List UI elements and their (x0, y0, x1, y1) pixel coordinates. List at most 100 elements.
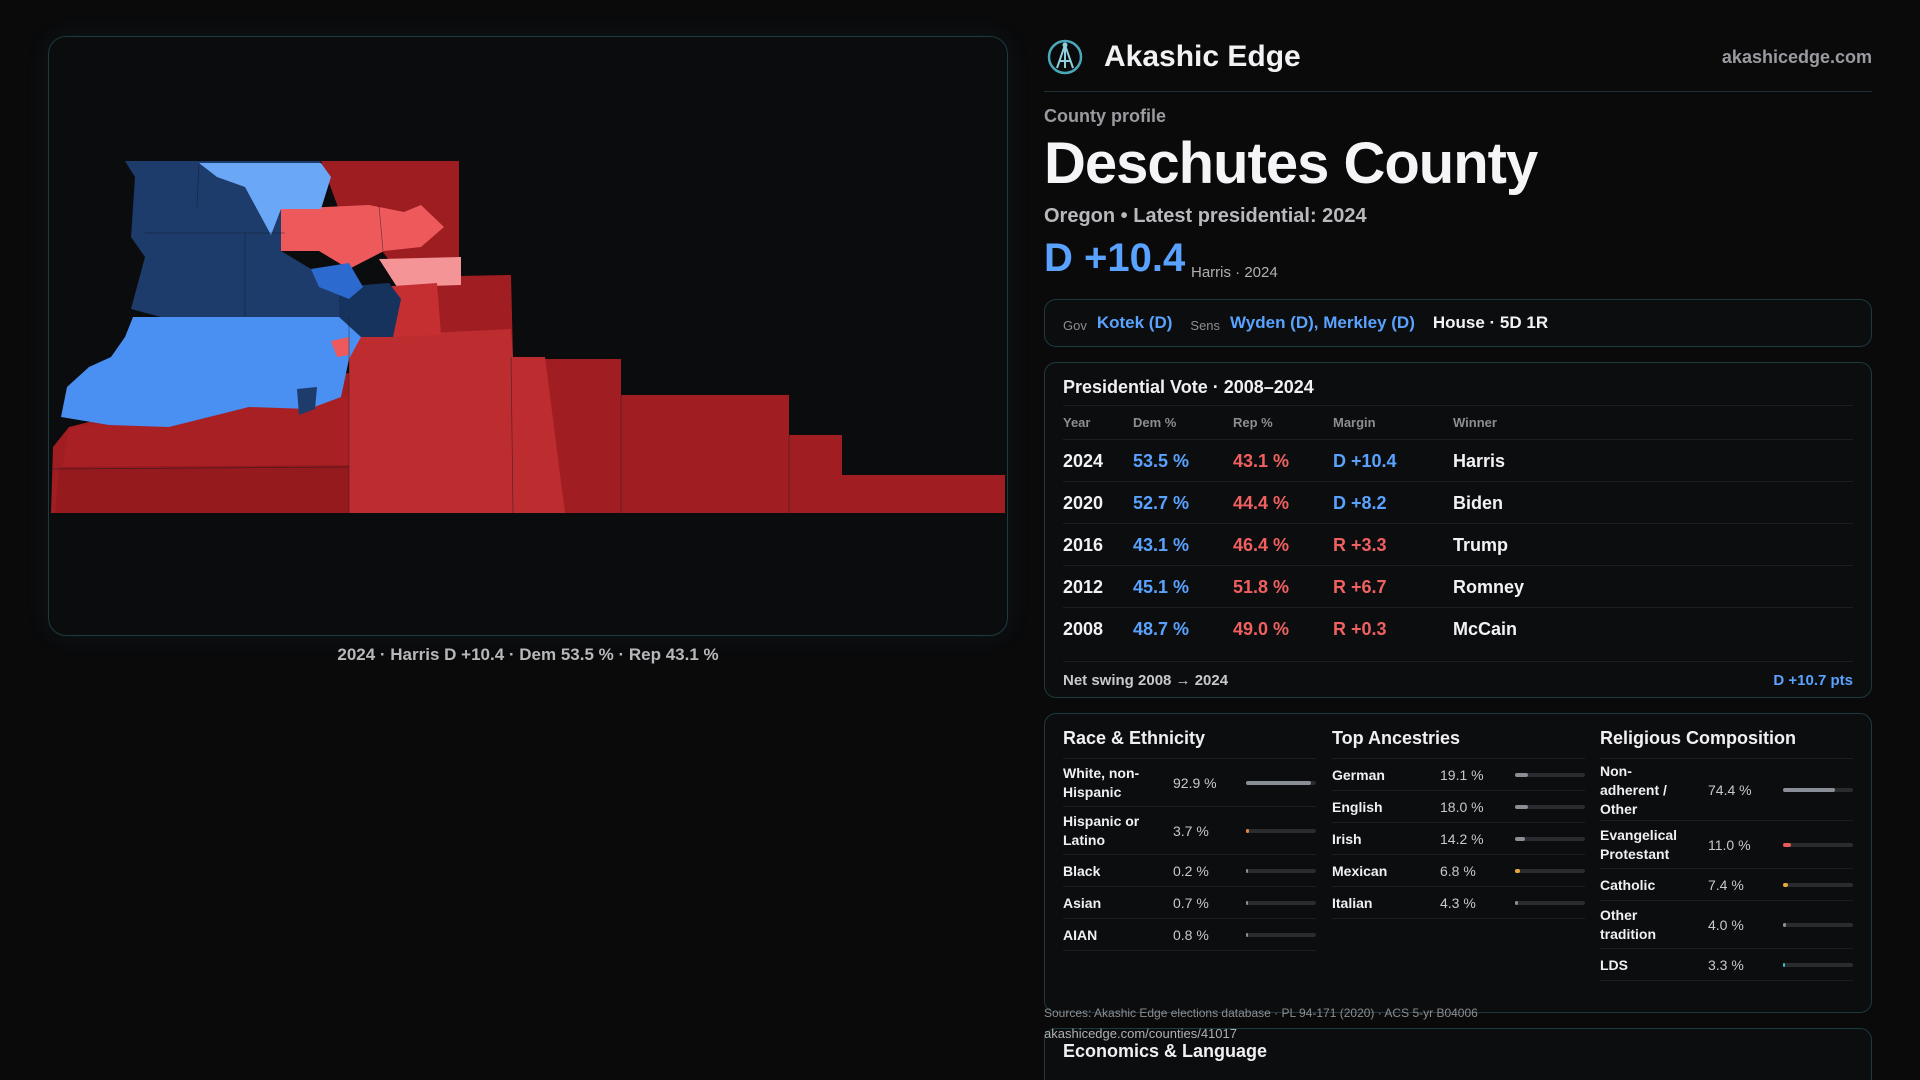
senators-value: Wyden (D), Merkley (D) (1230, 313, 1415, 332)
year-cell: 2016 (1063, 535, 1104, 555)
religion-bar-fill (1783, 788, 1836, 792)
race-row: Asian 0.7 % (1063, 887, 1316, 919)
religion-name: Non-adherent / Other (1600, 762, 1667, 817)
race-pct: 0.2 % (1173, 862, 1209, 879)
religion-row: LDS 3.3 % (1600, 949, 1853, 981)
ancestry-row: Italian 4.3 % (1332, 887, 1585, 919)
religion-bar (1783, 963, 1853, 967)
margin-cell: R +0.3 (1333, 619, 1387, 639)
ancestry-row: German 19.1 % (1332, 759, 1585, 791)
margin-cell: R +3.3 (1333, 535, 1387, 555)
map-caption: 2024 · Harris D +10.4 · Dem 53.5 % · Rep… (337, 645, 719, 664)
ancestry-bar (1515, 805, 1585, 809)
map-region-nw-dem-light (199, 163, 331, 235)
latest-margin: D +10.4 (1044, 236, 1186, 280)
religion-bar (1783, 843, 1853, 847)
religion-bar (1783, 883, 1853, 887)
county-profile-panel: Akashic Edge akashicedge.com County prof… (1044, 0, 1872, 1080)
net-swing-label: Net swing 2008 → 2024 (1063, 672, 1229, 689)
race-name: Hispanic or Latino (1063, 813, 1140, 848)
map-region-west-dem-dark (297, 387, 317, 415)
winner-cell: Romney (1453, 577, 1525, 597)
page-title: Deschutes County (1044, 131, 1538, 196)
year-cell: 2012 (1063, 577, 1104, 597)
ancestry-bar-fill (1515, 805, 1528, 809)
religion-pct: 4.0 % (1708, 916, 1744, 933)
margin-cell: D +10.4 (1333, 451, 1397, 471)
map-region-west-dem (61, 317, 361, 427)
ancestry-bar (1515, 773, 1585, 777)
ancestry-bar-fill (1515, 773, 1529, 777)
map-region-ne-pale (379, 257, 461, 287)
religion-name: Evangelical Protestant (1600, 827, 1678, 862)
map-region-bend-mid (311, 263, 363, 299)
col-margin: Margin (1333, 415, 1376, 430)
religion-bar (1783, 923, 1853, 927)
dem-pct-cell: 53.5 % (1133, 451, 1190, 471)
religion-title: Religious Composition (1600, 728, 1796, 748)
race-name: Asian (1063, 894, 1102, 911)
ancestry-bar-fill (1515, 901, 1518, 905)
religion-name: Catholic (1600, 876, 1656, 893)
religion-name: LDS (1600, 956, 1628, 973)
table-row: 2024 53.5 % 43.1 % D +10.4 Harris (1063, 439, 1853, 481)
rep-pct-cell: 43.1 % (1233, 451, 1290, 471)
ancestry-pct: 14.2 % (1440, 830, 1484, 847)
margin-cell: D +8.2 (1333, 493, 1387, 513)
year-cell: 2008 (1063, 619, 1104, 639)
race-pct: 0.8 % (1173, 926, 1209, 943)
map-region-bend-dark (339, 283, 401, 337)
ancestry-row: English 18.0 % (1332, 791, 1585, 823)
race-name: Black (1063, 862, 1101, 879)
table-row: 2020 52.7 % 44.4 % D +8.2 Biden (1063, 481, 1853, 523)
ancestry-pct: 6.8 % (1440, 862, 1476, 879)
col-dem: Dem % (1133, 415, 1177, 430)
ancestry-name: Irish (1332, 830, 1362, 847)
table-row: 2012 45.1 % 51.8 % R +6.7 Romney (1063, 565, 1853, 607)
dem-pct-cell: 43.1 % (1133, 535, 1190, 555)
map-region-ne-light (281, 205, 444, 269)
brand-url[interactable]: akashicedge.com (1721, 47, 1872, 67)
circle-compass-logo[interactable] (1046, 38, 1084, 76)
precinct-borders (50, 162, 790, 514)
economics-language-card: Economics & Language (1044, 1028, 1872, 1080)
religion-row: Catholic 7.4 % (1600, 869, 1853, 901)
map-region-nw-dem-dark (125, 161, 389, 337)
race-pct: 92.9 % (1173, 774, 1217, 791)
religion-pct: 3.3 % (1708, 956, 1744, 973)
year-cell: 2020 (1063, 493, 1104, 513)
religion-name: Other tradition (1600, 907, 1656, 942)
race-bar (1246, 829, 1316, 833)
rep-pct-cell: 46.4 % (1233, 535, 1290, 555)
rep-pct-cell: 51.8 % (1233, 577, 1290, 597)
religion-bar (1783, 788, 1853, 792)
presidential-card-title: Presidential Vote · 2008–2024 (1063, 377, 1314, 397)
ancestry-pct: 4.3 % (1440, 894, 1476, 911)
religion-pct: 11.0 % (1708, 836, 1751, 853)
ancestry-pct: 18.0 % (1440, 798, 1484, 815)
ancestry-name: German (1332, 766, 1385, 783)
demographics-card: Race & Ethnicity White, non-Hispanic 92.9… (1044, 713, 1872, 1013)
map-region-small-red (331, 337, 349, 357)
race-bar (1246, 869, 1316, 873)
dem-pct-cell: 48.7 % (1133, 619, 1190, 639)
race-pct: 0.7 % (1173, 894, 1209, 911)
winner-cell: Harris (1453, 451, 1506, 471)
ancestry-bar (1515, 869, 1585, 873)
presidential-vote-card: Presidential Vote · 2008–2024 Year Dem %… (1044, 362, 1872, 698)
winner-cell: Biden (1453, 493, 1504, 513)
table-row: 2008 48.7 % 49.0 % R +0.3 McCain (1063, 607, 1853, 649)
ancestry-name: English (1332, 798, 1383, 815)
source-url[interactable]: akashicedge.com/counties/41017 (1044, 1026, 1237, 1041)
map-region-rep-far-south (55, 465, 349, 513)
table-row: 2016 43.1 % 46.4 % R +3.3 Trump (1063, 523, 1853, 565)
race-row: Hispanic or Latino 3.7 % (1063, 807, 1316, 855)
religion-bar-fill (1783, 883, 1789, 887)
race-row: AIAN 0.8 % (1063, 919, 1316, 951)
presidential-table: Year Dem % Rep % Margin Winner 2024 53.5 … (1063, 405, 1853, 649)
ancestry-row: Mexican 6.8 % (1332, 855, 1585, 887)
religion-bar-fill (1783, 963, 1786, 967)
race-bar-fill (1246, 933, 1248, 937)
brand-name[interactable]: Akashic Edge (1104, 40, 1301, 73)
latest-margin-note: Harris · 2024 (1191, 264, 1278, 281)
